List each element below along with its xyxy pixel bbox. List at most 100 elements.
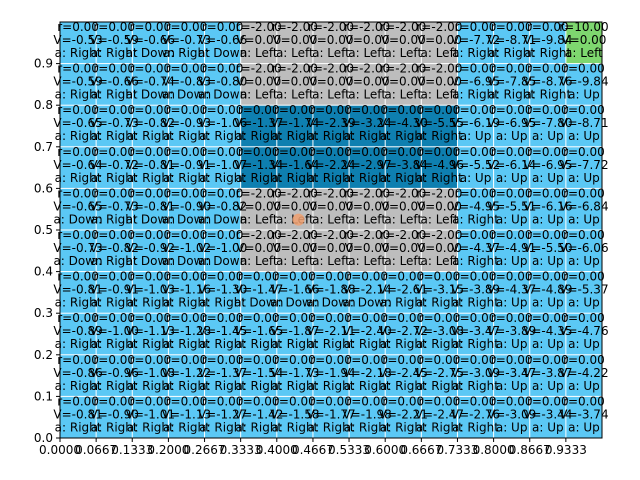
action-label-r1-c2: a: Down xyxy=(126,88,175,102)
value-label-r1-c4: V=-0.80 xyxy=(198,75,247,89)
action-label-r3-c13: a: Up xyxy=(532,171,564,185)
action-label-r1-c4: a: Down xyxy=(198,88,247,102)
grid-cell-r4-c5 xyxy=(241,188,277,230)
value-label-r9-c12: V=-3.09 xyxy=(487,407,536,421)
value-label-r2-c2: V=-0.82 xyxy=(126,116,175,130)
reward-label-r7-c13: r=0.00 xyxy=(527,311,569,325)
reward-label-r5-c11: r=0.00 xyxy=(455,228,497,242)
reward-label-r5-c3: r=0.00 xyxy=(166,228,208,242)
value-label-r5-c2: V=-0.92 xyxy=(126,241,175,255)
reward-label-r8-c13: r=0.00 xyxy=(527,353,569,367)
value-label-r7-c12: V=-3.89 xyxy=(487,324,536,338)
grid-cell-r9-c7 xyxy=(313,396,349,438)
value-label-r7-c0: V=-0.89 xyxy=(53,324,102,338)
action-label-r8-c9: a: Right xyxy=(380,379,427,393)
reward-label-r2-c4: r=0.00 xyxy=(202,103,244,117)
value-label-r4-c0: V=-0.65 xyxy=(53,199,102,213)
action-label-r5-c11: a: Right xyxy=(452,254,499,268)
action-label-r6-c5: a: Down xyxy=(234,296,283,310)
grid-cell-r0-c5 xyxy=(241,22,277,64)
reward-label-r5-c6: r=-2.00 xyxy=(272,228,318,242)
action-label-r1-c11: a: Right xyxy=(452,88,499,102)
grid-cell-r3-c14 xyxy=(566,147,602,188)
value-label-r3-c10: V=-4.96 xyxy=(415,158,464,172)
value-label-r0-c4: V=-0.66 xyxy=(198,33,247,47)
action-label-r9-c11: a: Right xyxy=(452,420,499,434)
reward-label-r9-c2: r=0.00 xyxy=(129,394,171,408)
reward-label-r3-c10: r=0.00 xyxy=(419,145,461,159)
reward-label-r3-c6: r=0.00 xyxy=(274,145,316,159)
reward-label-r6-c10: r=0.00 xyxy=(419,270,461,284)
value-label-r7-c4: V=-1.45 xyxy=(198,324,247,338)
action-label-r6-c6: a: Down xyxy=(270,296,319,310)
grid-cell-r5-c10 xyxy=(421,230,457,272)
action-label-r4-c14: a: Up xyxy=(568,212,600,226)
reward-label-r5-c10: r=-2.00 xyxy=(416,228,462,242)
value-label-r4-c1: V=-0.73 xyxy=(90,199,139,213)
action-label-r0-c1: a: Right xyxy=(91,46,138,60)
action-label-r6-c13: a: Up xyxy=(532,296,564,310)
reward-label-r4-c6: r=-2.00 xyxy=(272,186,318,200)
grid-cell-r9-c3 xyxy=(168,396,205,438)
action-label-r2-c9: a: Right xyxy=(380,129,427,143)
action-label-r1-c1: a: Right xyxy=(91,88,138,102)
grid-cell-r8-c2 xyxy=(132,355,168,396)
grid-cell-r3-c11 xyxy=(457,147,494,188)
grid-cell-r6-c9 xyxy=(385,272,421,313)
grid-cell-r1-c2 xyxy=(132,64,168,105)
grid-cell-r6-c7 xyxy=(313,272,349,313)
reward-label-r0-c0: r=0.00 xyxy=(57,20,99,34)
reward-label-r2-c1: r=0.00 xyxy=(93,103,135,117)
grid-cell-r5-c8 xyxy=(349,230,385,272)
reward-label-r6-c2: r=0.00 xyxy=(129,270,171,284)
reward-label-r9-c8: r=0.00 xyxy=(346,394,388,408)
value-label-r2-c11: V=-6.19 xyxy=(451,116,500,130)
value-label-r2-c6: V=-1.74 xyxy=(270,116,319,130)
action-label-r6-c1: a: Right xyxy=(91,296,138,310)
reward-label-r3-c8: r=0.00 xyxy=(346,145,388,159)
action-label-r1-c0: a: Right xyxy=(55,88,102,102)
action-label-r1-c7: a: Left xyxy=(312,88,350,102)
grid-cell-r4-c9 xyxy=(385,188,421,230)
action-label-r4-c12: a: Up xyxy=(496,212,528,226)
grid-cell-r7-c3 xyxy=(168,313,205,355)
grid-cell-r4-c10 xyxy=(421,188,457,230)
reward-label-r3-c11: r=0.00 xyxy=(455,145,497,159)
reward-label-r6-c13: r=0.00 xyxy=(527,270,569,284)
grid-cell-r8-c12 xyxy=(494,355,530,396)
reward-label-r9-c13: r=0.00 xyxy=(527,394,569,408)
action-label-r4-c9: a: Left xyxy=(384,212,422,226)
grid-cell-r0-c12 xyxy=(494,22,530,64)
grid-cell-r7-c5 xyxy=(241,313,277,355)
grid-cell-r1-c4 xyxy=(205,64,241,105)
x-tick-label-7: 0.4667 xyxy=(292,443,334,457)
value-label-r2-c12: V=-6.95 xyxy=(487,116,536,130)
grid-cell-r4-c4 xyxy=(205,188,241,230)
value-label-r6-c12: V=-4.37 xyxy=(487,283,536,297)
grid-cell-r2-c14 xyxy=(566,105,602,147)
grid-cell-r1-c9 xyxy=(385,64,421,105)
action-label-r0-c8: a: Left xyxy=(348,46,386,60)
reward-label-r5-c7: r=-2.00 xyxy=(308,228,354,242)
action-label-r8-c1: a: Right xyxy=(91,379,138,393)
value-label-r6-c3: V=-1.16 xyxy=(162,283,211,297)
value-label-r0-c11: V=-7.72 xyxy=(451,33,500,47)
x-tick-label-1: 0.0667 xyxy=(75,443,117,457)
reward-label-r1-c3: r=0.00 xyxy=(166,62,208,76)
reward-label-r2-c6: r=0.00 xyxy=(274,103,316,117)
x-tick-label-3: 0.2000 xyxy=(147,443,189,457)
action-label-r3-c14: a: Up xyxy=(568,171,600,185)
reward-label-r1-c12: r=0.00 xyxy=(491,62,533,76)
x-tick-label-5: 0.3333 xyxy=(220,443,262,457)
agent-position-marker xyxy=(292,213,305,226)
grid-cell-r5-c3 xyxy=(168,230,205,272)
action-label-r4-c5: a: Left xyxy=(240,212,278,226)
grid-cell-r9-c1 xyxy=(96,396,132,438)
value-label-r2-c3: V=-0.93 xyxy=(162,116,211,130)
reward-label-r4-c3: r=0.00 xyxy=(166,186,208,200)
value-label-r2-c7: V=-2.39 xyxy=(306,116,355,130)
action-label-r1-c10: a: Left xyxy=(421,88,459,102)
reward-label-r5-c14: r=0.00 xyxy=(563,228,605,242)
x-tick-label-12: 0.8000 xyxy=(473,443,515,457)
value-label-r6-c14: V=-5.37 xyxy=(559,283,608,297)
